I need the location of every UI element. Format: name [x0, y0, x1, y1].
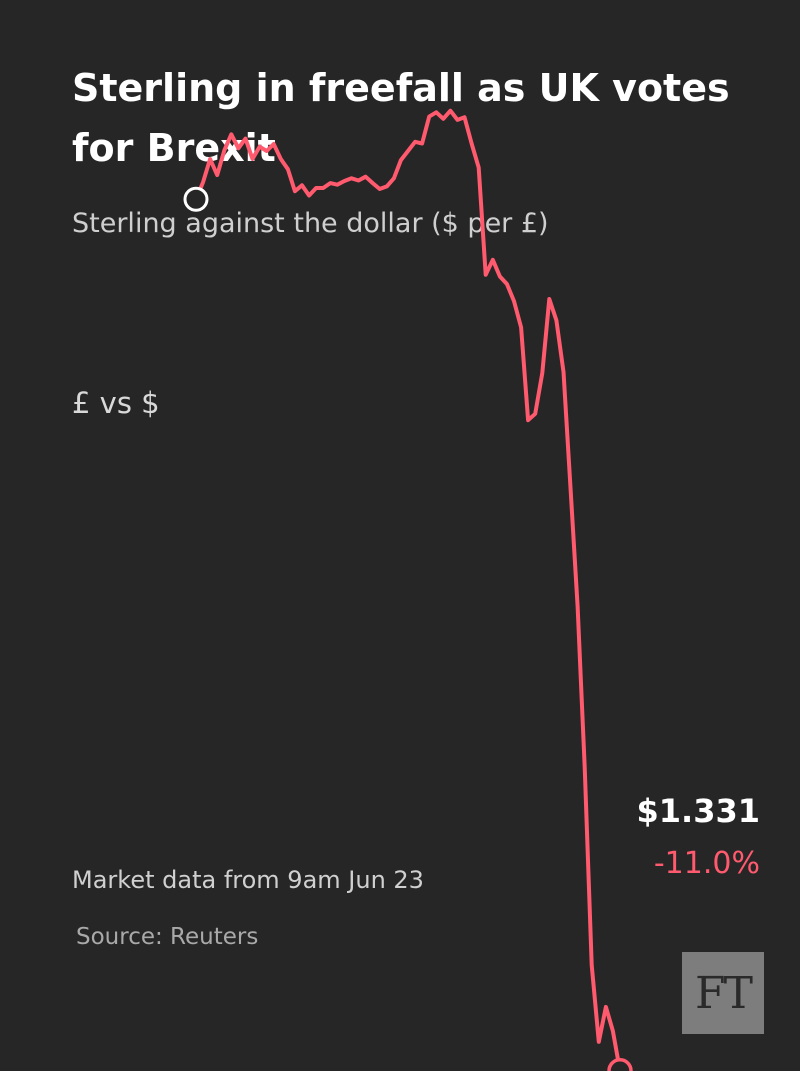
source-note: Source: Reuters: [76, 924, 259, 950]
series-label: £ vs $: [72, 386, 160, 420]
start-point-marker: [183, 186, 209, 212]
chart-subtitle: Sterling against the dollar ($ per £): [72, 208, 549, 239]
ft-logo: FT: [682, 952, 764, 1034]
end-change-label: -11.0%: [653, 846, 760, 881]
series-line-gbp-usd: [194, 108, 622, 1071]
chart-title: Sterling in freefall as UK votes for Bre…: [72, 66, 730, 170]
end-value-label: $1.331: [636, 792, 760, 830]
market-data-note: Market data from 9am Jun 23: [72, 866, 424, 894]
end-point-marker: [607, 1057, 633, 1071]
ft-logo-text: FT: [695, 967, 753, 1019]
